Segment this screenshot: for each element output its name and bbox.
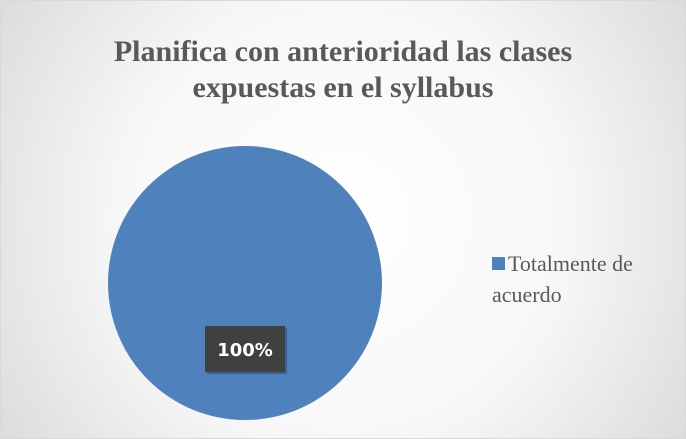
pie-slice [108, 146, 382, 420]
legend-item: Totalmente de acuerdo [492, 248, 682, 310]
chart-title: Planifica con anterioridad las clases ex… [113, 35, 573, 104]
data-label: 100% [217, 340, 273, 361]
legend-label: Totalmente de acuerdo [492, 251, 633, 307]
legend-swatch [492, 257, 505, 270]
data-label-box [205, 326, 285, 372]
legend: Totalmente de acuerdo [492, 248, 682, 310]
